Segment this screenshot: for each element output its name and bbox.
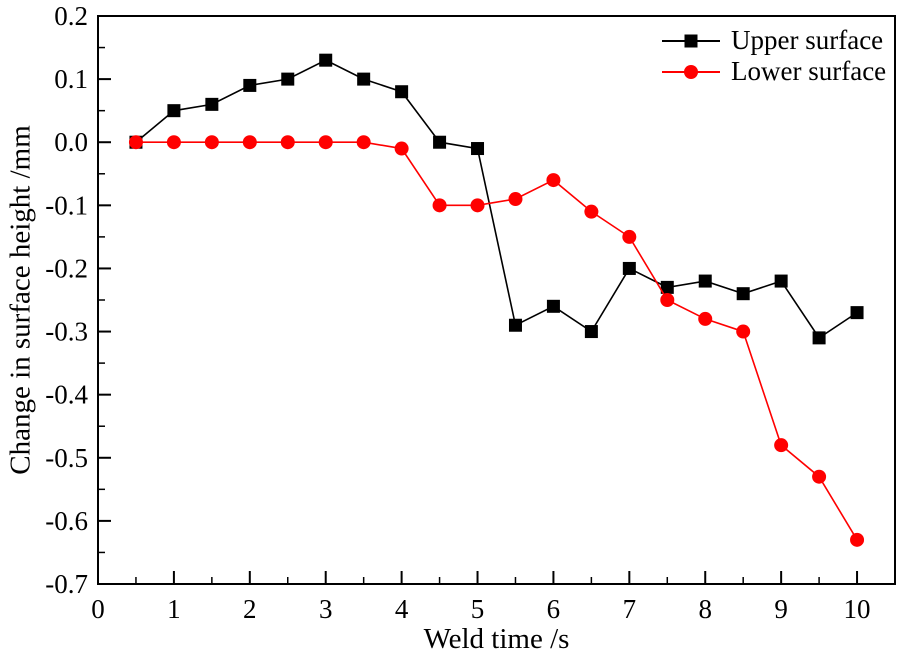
data-point-circle: [318, 135, 333, 150]
y-tick-label: 0.2: [54, 1, 88, 31]
data-point-square: [395, 85, 409, 99]
legend-label-lower: Lower surface: [731, 56, 887, 86]
data-point-circle: [242, 135, 257, 150]
x-tick-label: 5: [471, 594, 485, 624]
legend-item-lower-surface: Lower surface: [662, 56, 886, 87]
y-axis-title: Change in surface height /mm: [4, 125, 37, 475]
x-tick-label: 7: [623, 594, 637, 624]
data-point-circle: [584, 204, 599, 219]
data-point-circle: [774, 438, 789, 453]
x-tick-label: 2: [243, 594, 257, 624]
data-point-circle: [698, 311, 713, 326]
data-point-square: [471, 142, 485, 156]
y-tick-label: -0.2: [45, 253, 88, 283]
data-point-circle: [508, 192, 523, 207]
y-tick-label: 0.1: [54, 64, 88, 94]
data-point-square: [774, 274, 788, 288]
x-tick-label: 6: [547, 594, 561, 624]
legend-label-upper: Upper surface: [731, 25, 884, 55]
legend-sample-upper: [662, 33, 720, 49]
y-tick-label: -0.1: [45, 190, 88, 220]
data-point-circle: [432, 198, 447, 213]
data-point-square: [698, 274, 712, 288]
y-tick-label: -0.4: [45, 380, 88, 410]
x-axis-title: Weld time /s: [423, 623, 570, 655]
x-tick-label: 0: [91, 594, 105, 624]
circle-marker-icon: [684, 64, 698, 79]
x-tick-label: 8: [698, 594, 712, 624]
data-point-circle: [280, 135, 295, 150]
data-point-circle: [394, 141, 409, 156]
data-point-square: [584, 325, 598, 339]
y-tick-label: -0.5: [45, 443, 88, 473]
x-tick-label: 3: [319, 594, 333, 624]
data-point-square: [433, 135, 447, 149]
data-point-square: [357, 72, 371, 86]
data-point-circle: [166, 135, 181, 150]
data-point-square: [850, 306, 864, 320]
legend-item-upper-surface: Upper surface: [662, 25, 886, 56]
data-point-circle: [356, 135, 371, 150]
data-point-square: [736, 287, 750, 301]
plot-border: [97, 15, 896, 585]
data-point-square: [660, 280, 674, 294]
y-tick-label: 0.0: [54, 127, 88, 157]
x-tick-label: 4: [395, 594, 409, 624]
data-point-circle: [546, 173, 561, 188]
data-point-circle: [850, 532, 865, 547]
data-point-circle: [622, 229, 637, 244]
y-tick-label: -0.7: [45, 569, 88, 599]
data-point-square: [167, 104, 181, 118]
x-tick-label: 10: [844, 594, 871, 624]
data-point-square: [243, 78, 257, 92]
square-marker-icon: [684, 34, 698, 47]
data-point-square: [622, 261, 636, 275]
data-point-square: [812, 331, 826, 345]
x-tick-label: 1: [167, 594, 181, 624]
data-point-circle: [660, 293, 675, 307]
data-point-circle: [128, 135, 143, 150]
data-point-circle: [470, 198, 485, 213]
data-point-circle: [812, 469, 827, 484]
x-tick-label: 9: [774, 594, 788, 624]
series-line-1: [135, 141, 858, 541]
data-point-square: [205, 97, 219, 111]
data-point-circle: [736, 324, 751, 339]
legend: Upper surface Lower surface: [662, 25, 886, 87]
legend-sample-lower: [662, 64, 720, 80]
data-point-circle: [204, 135, 219, 150]
data-point-square: [281, 72, 295, 86]
y-tick-label: -0.3: [45, 317, 88, 347]
data-point-square: [546, 299, 560, 313]
y-tick-label: -0.6: [45, 506, 88, 536]
data-point-square: [319, 53, 333, 67]
data-point-square: [508, 318, 522, 332]
